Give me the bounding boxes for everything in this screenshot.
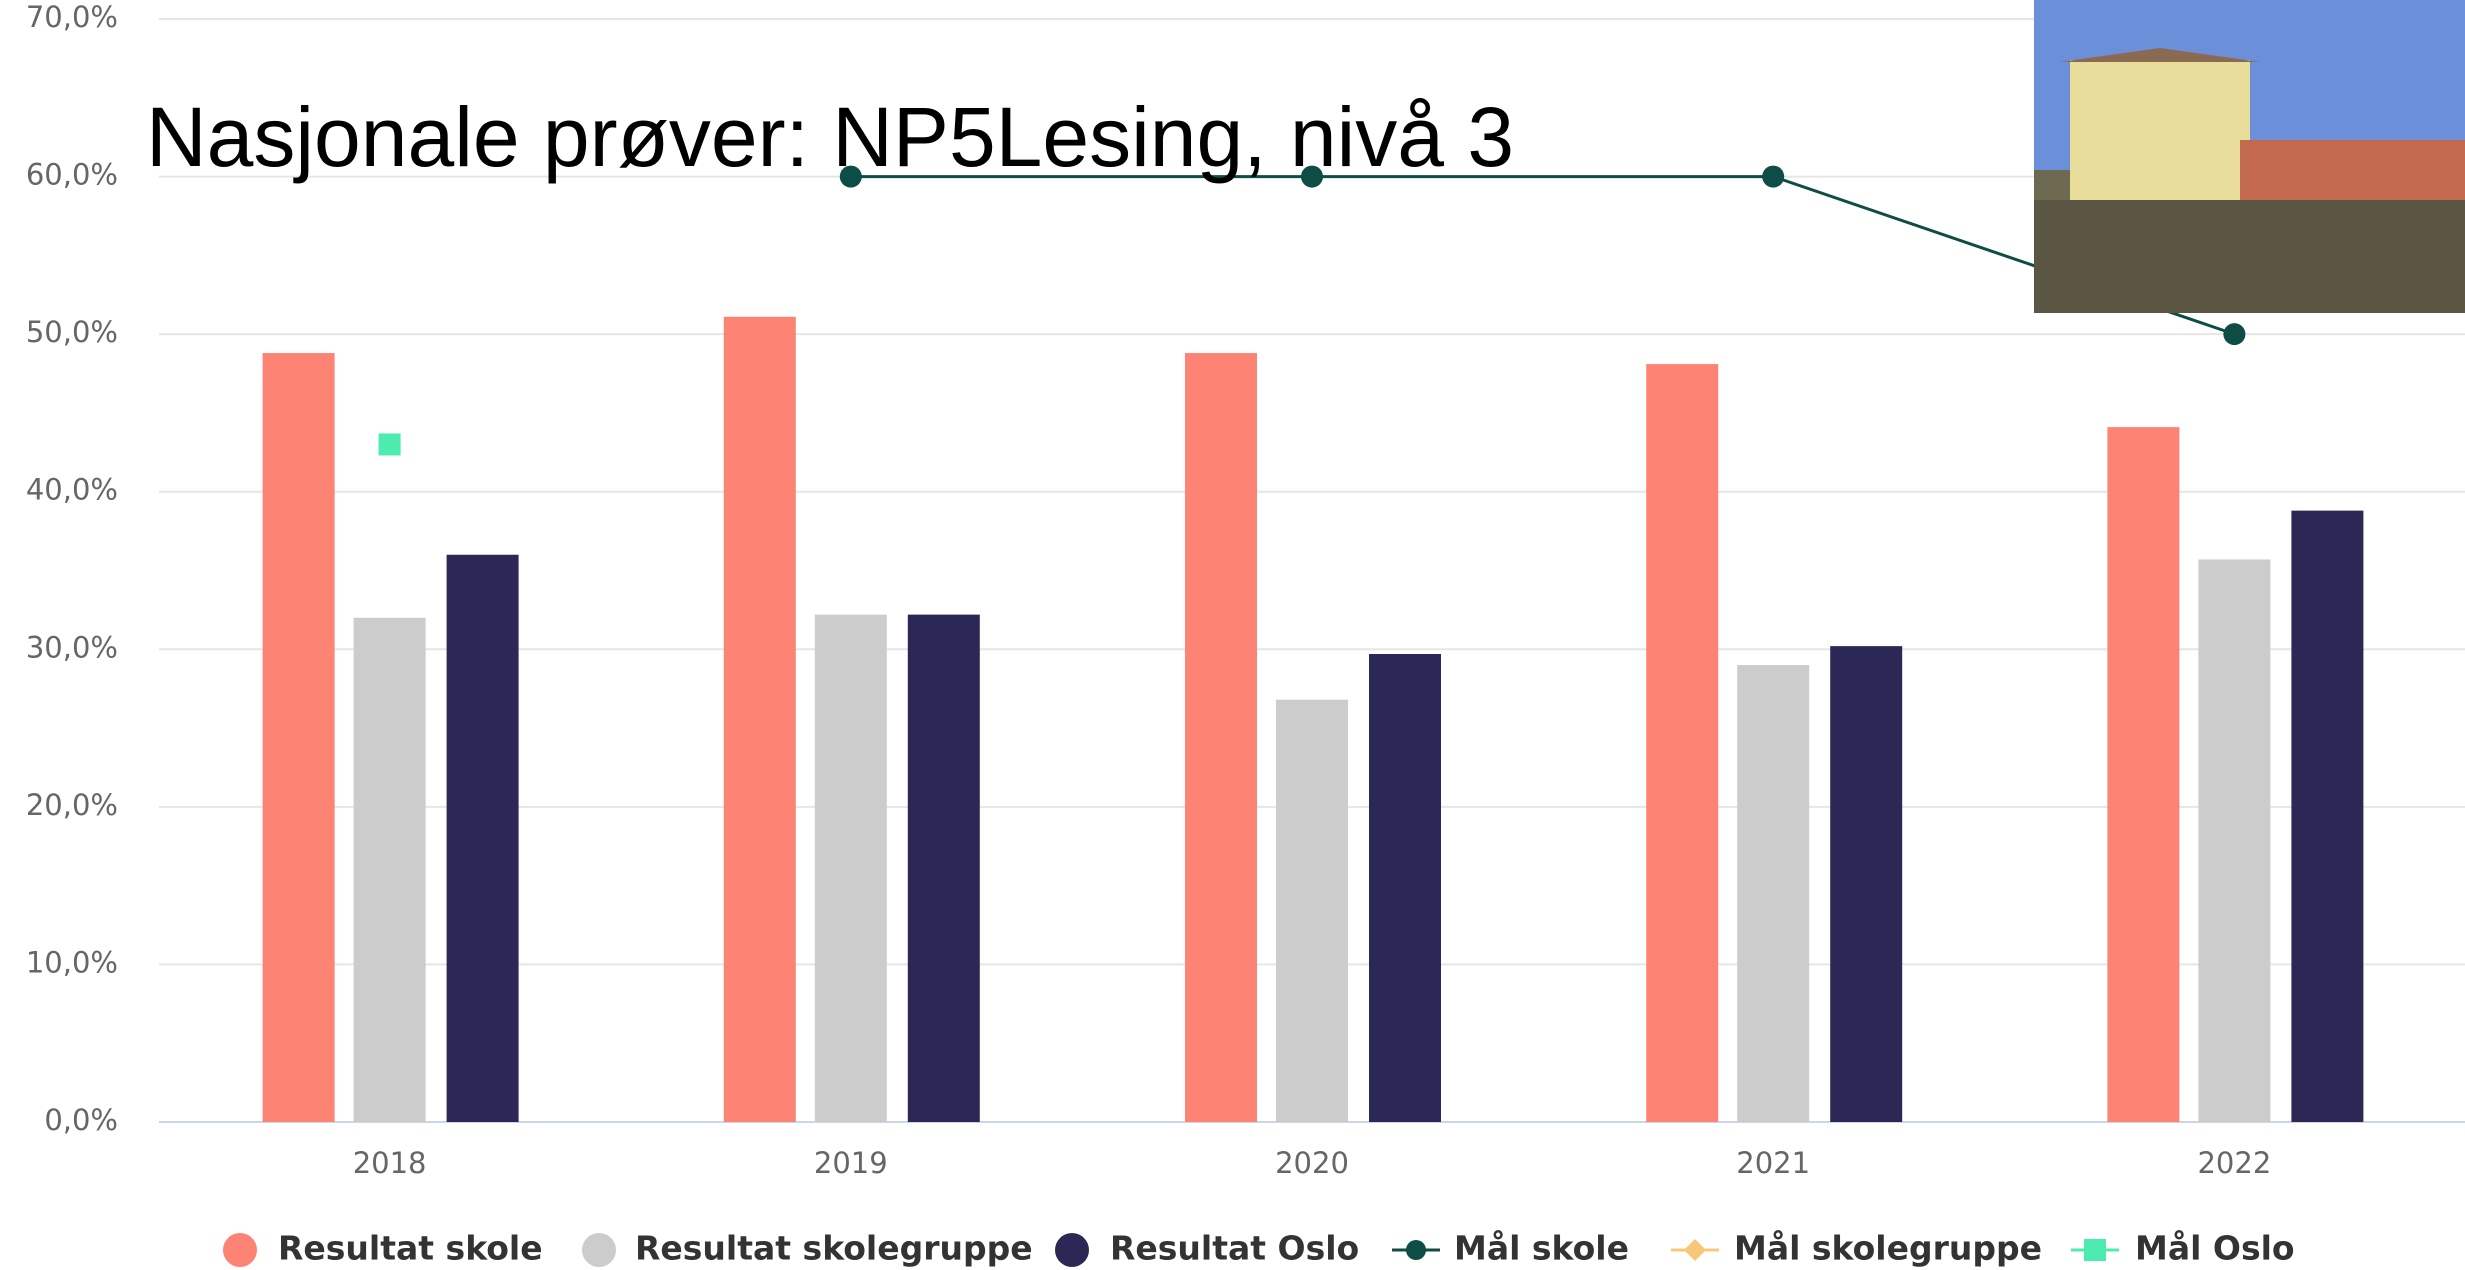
bar — [446, 554, 519, 1122]
legend-symbol — [1055, 1233, 1089, 1267]
photo-shadow — [2034, 200, 2465, 313]
y-tick-label: 0,0% — [44, 1103, 118, 1137]
bar — [1737, 665, 1810, 1122]
x-tick-label: 2022 — [2197, 1146, 2271, 1180]
legend-label: Resultat skolegruppe — [635, 1229, 1033, 1268]
chart-title: Nasjonale prøver: NP5Lesing, nivå 3 — [146, 90, 1514, 184]
legend-symbol — [223, 1233, 257, 1267]
legend-item[interactable]: Mål skolegruppe — [1671, 1229, 2042, 1268]
legend-symbol — [1406, 1240, 1426, 1260]
bar — [262, 353, 335, 1123]
x-tick-label: 2020 — [1275, 1146, 1349, 1180]
y-tick-label: 40,0% — [26, 473, 118, 507]
y-tick-label: 50,0% — [26, 315, 118, 349]
legend-symbol — [1684, 1239, 1706, 1261]
x-tick-label: 2019 — [814, 1146, 888, 1180]
line-marker — [1762, 165, 1785, 188]
bar — [1830, 646, 1903, 1122]
bar — [1185, 353, 1257, 1123]
legend-label: Resultat Oslo — [1110, 1229, 1359, 1268]
bar — [907, 614, 980, 1122]
photo-roof — [2060, 48, 2260, 62]
legend-item[interactable]: Resultat Oslo — [1055, 1229, 1359, 1268]
photo — [2034, 0, 2465, 313]
y-tick-label: 70,0% — [26, 0, 118, 34]
legend: Resultat skole Resultat skolegruppe Result… — [223, 1229, 2295, 1268]
legend-label: Resultat skole — [278, 1229, 543, 1268]
marks — [262, 165, 2364, 1123]
bar — [2291, 510, 2364, 1122]
bar — [814, 614, 887, 1122]
y-tick-label: 60,0% — [26, 158, 118, 192]
x-tick-label: 2018 — [353, 1146, 427, 1180]
bar — [1369, 654, 1441, 1122]
line — [850, 175, 2235, 336]
point — [378, 433, 401, 456]
legend-symbol — [582, 1233, 616, 1267]
legend-label: Mål skole — [1454, 1229, 1629, 1268]
photo-building — [2070, 60, 2250, 200]
y-tick-label: 30,0% — [26, 630, 118, 664]
y-tick-label: 10,0% — [26, 945, 118, 979]
legend-item[interactable]: Mål skole — [1392, 1229, 1629, 1268]
bar — [353, 617, 426, 1122]
bar — [1646, 364, 1719, 1122]
line-marker — [839, 165, 862, 188]
legend-item[interactable]: Resultat skolegruppe — [582, 1229, 1033, 1268]
photo-wing — [2240, 140, 2465, 200]
grid: 0,0% 10,0% 20,0% 30,0% 40,0% 50,0% 60,0% 70,0% 2… — [26, 0, 2465, 1180]
bar — [723, 316, 796, 1122]
legend-label: Mål Oslo — [2135, 1229, 2295, 1268]
bar — [2198, 559, 2271, 1122]
bar — [2107, 427, 2180, 1122]
legend-symbol — [2084, 1239, 2106, 1261]
legend-item[interactable]: Resultat skole — [223, 1229, 543, 1268]
bar — [1276, 699, 1348, 1122]
line-marker — [1301, 165, 1323, 188]
y-tick-label: 20,0% — [26, 788, 118, 822]
line-marker — [2223, 323, 2246, 346]
legend-label: Mål skolegruppe — [1734, 1229, 2042, 1268]
x-tick-label: 2021 — [1736, 1146, 1810, 1180]
legend-item[interactable]: Mål Oslo — [2071, 1229, 2295, 1268]
